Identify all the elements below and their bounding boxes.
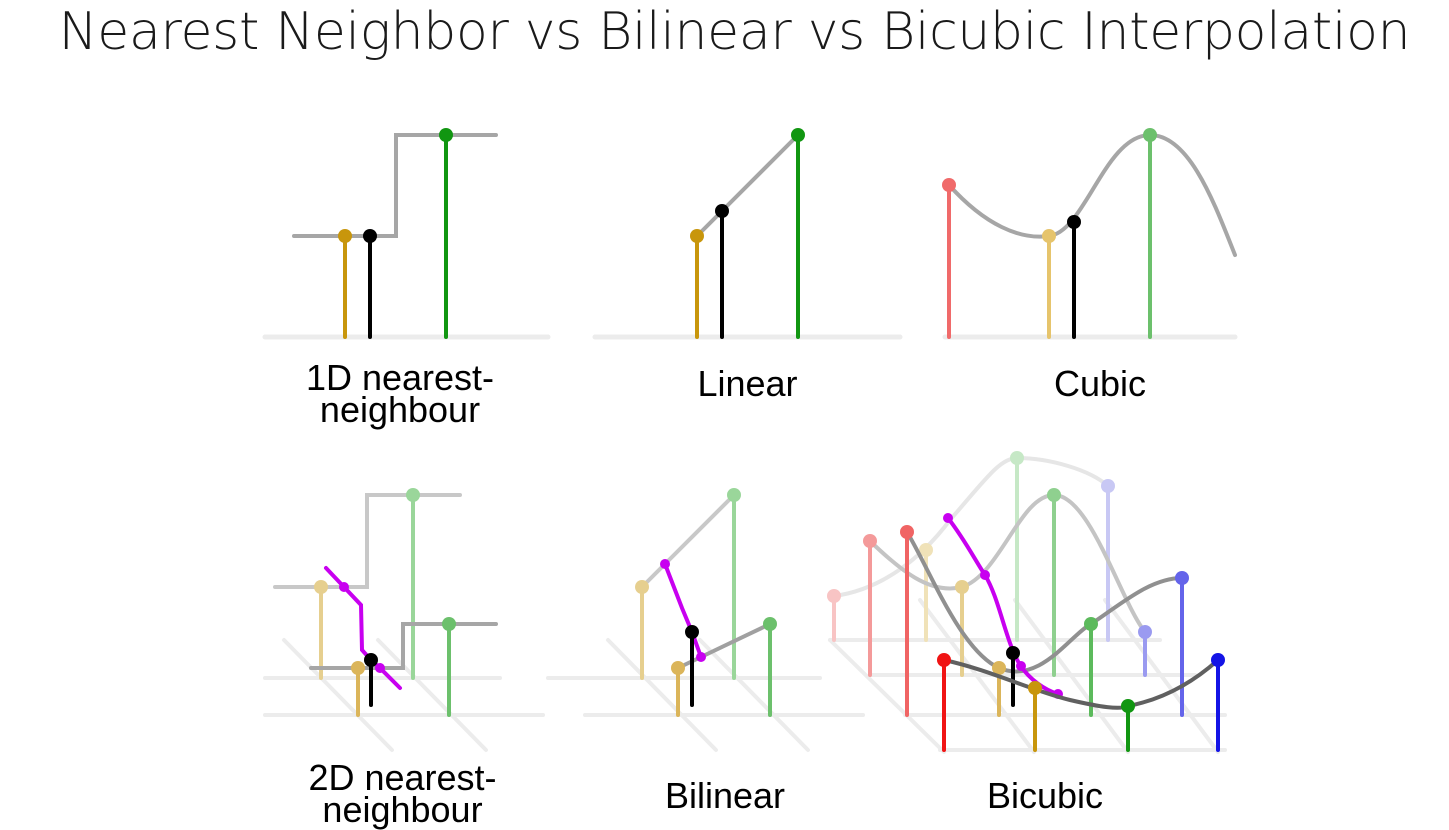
green-sample (439, 128, 453, 142)
back-green-sample (406, 488, 420, 502)
gold-sample (690, 229, 704, 243)
red-sample (942, 178, 956, 192)
step-curve (292, 133, 498, 238)
purple-curve (663, 562, 703, 659)
row4-curve (942, 658, 1220, 710)
green-sample (1143, 128, 1157, 142)
caption-2d-nearest: 2D nearest- neighbour (308, 757, 497, 830)
front-green-sample (763, 617, 777, 631)
caption-cubic: Cubic (1053, 363, 1147, 404)
gold-sample (1042, 229, 1056, 243)
purple-sample-2 (696, 652, 706, 662)
back-green-sample (727, 488, 741, 502)
page-title: Nearest Neighbor vs Bilinear vs Bicubic … (58, 2, 1411, 62)
panel-linear (592, 128, 903, 340)
floor-grid (263, 638, 545, 752)
row2-curve (868, 492, 1147, 634)
back-gold-sample (635, 580, 649, 594)
front-gold-sample (671, 661, 685, 675)
caption-bilinear: Bilinear (664, 775, 786, 816)
green-sample (791, 128, 805, 142)
panel-bilinear (546, 488, 865, 752)
back-gold-sample (314, 580, 328, 594)
caption-bicubic: Bicubic (986, 775, 1104, 816)
front-green-sample (442, 617, 456, 631)
interp-point (364, 653, 378, 667)
row3-curve (905, 530, 1184, 674)
purple-sample-1 (339, 582, 349, 592)
caption-1d-nearest: 1D nearest- neighbour (305, 357, 495, 430)
purple-sample-2 (375, 663, 385, 673)
back-step-curve (273, 493, 462, 589)
linear-curve (695, 133, 800, 238)
panel-1d-nearest (262, 128, 551, 340)
interp-point (1067, 215, 1081, 229)
floor-grid (546, 638, 865, 752)
gold-sample (338, 229, 352, 243)
interp-point (363, 229, 377, 243)
interp-point (715, 204, 729, 218)
row1-curve (832, 455, 1110, 598)
panel-2d-nearest (263, 488, 545, 752)
panel-cubic (942, 128, 1238, 340)
interp-point (1006, 646, 1020, 660)
purple-sample-1 (660, 559, 670, 569)
cubic-curve (947, 132, 1237, 257)
front-gold-sample (351, 661, 365, 675)
back-linear-curve (640, 493, 736, 589)
floor-grid (828, 598, 1227, 754)
caption-linear: Linear (697, 363, 798, 404)
front-step-curve (309, 622, 498, 670)
panel-bicubic (827, 451, 1227, 754)
interp-point (685, 625, 699, 639)
